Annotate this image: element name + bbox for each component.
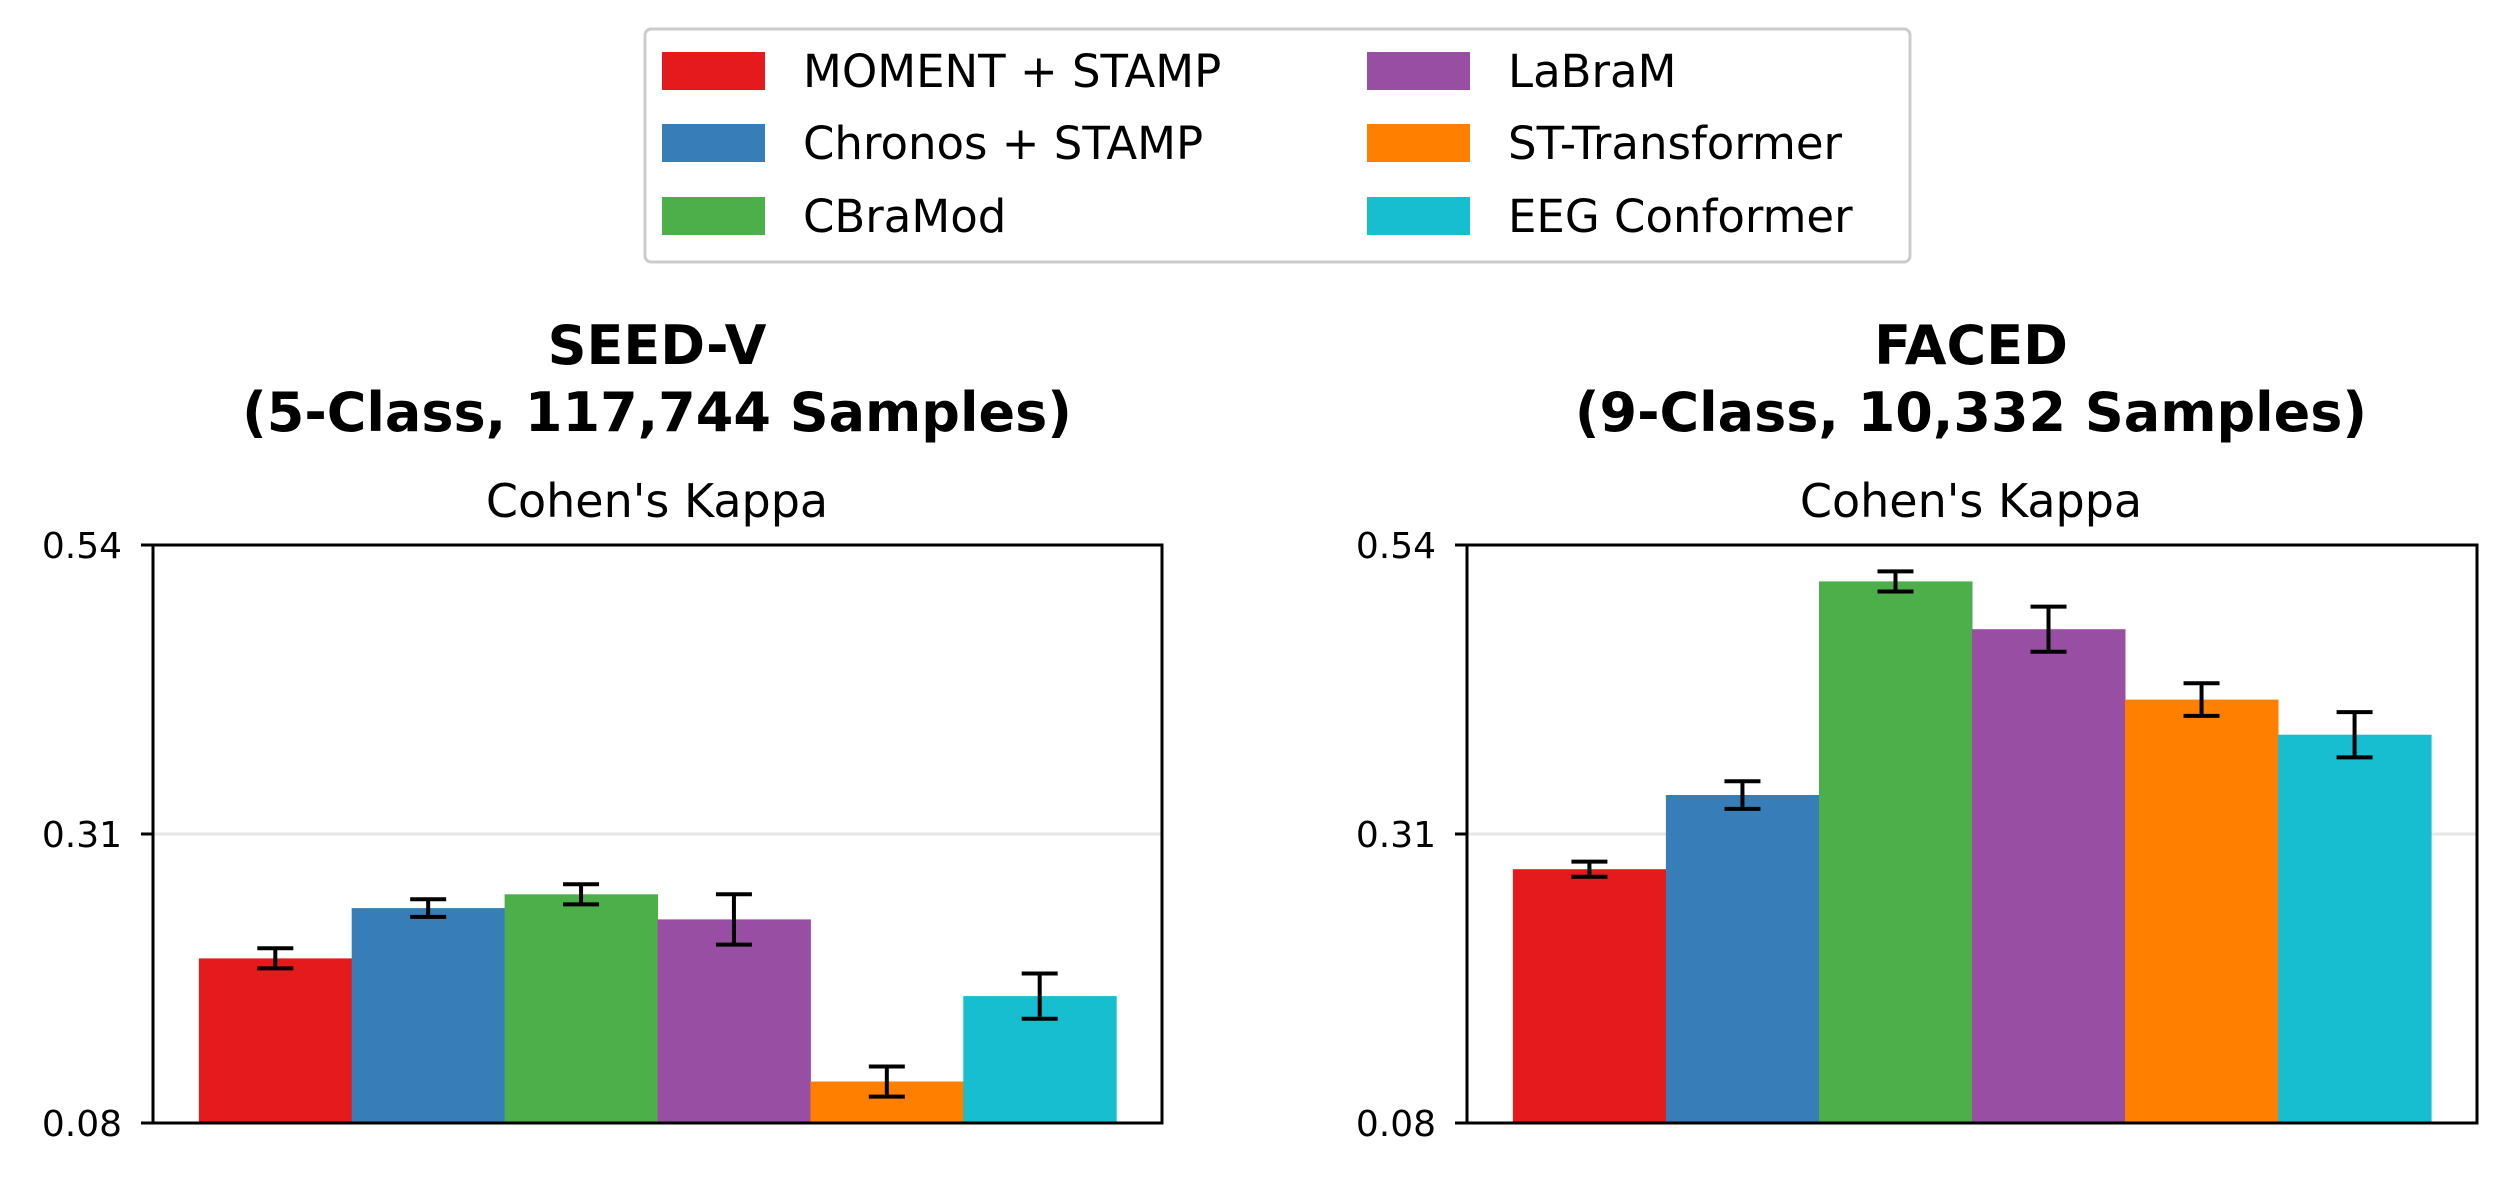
legend-swatch-eeg-conformer: [1367, 197, 1470, 235]
legend-label-chronos-stamp: Chronos + STAMP: [803, 117, 1203, 170]
error-bar-seed-v-labram: [715, 892, 752, 947]
legend-swatch-st-transformer: [1367, 124, 1470, 162]
bars-faced: [1512, 569, 2432, 1123]
error-bar-faced-st-transformer: [2183, 681, 2220, 718]
ytick-label-faced-bottom: 0.08: [1356, 1104, 1436, 1145]
error-bar-seed-v-moment-stamp: [257, 946, 294, 971]
legend-label-labram: LaBraM: [1508, 45, 1676, 98]
error-bar-seed-v-cbramod: [563, 882, 600, 907]
chart-ylabel-faced: Cohen's Kappa: [1800, 474, 2142, 528]
legend-label-eeg-conformer: EEG Conformer: [1508, 190, 1853, 243]
legend-label-st-transformer: ST-Transformer: [1508, 117, 1843, 170]
chart-title-faced: FACED: [1874, 314, 2068, 377]
legend-swatch-moment-stamp: [662, 52, 765, 90]
legend-frame: [643, 27, 1912, 264]
bar-faced-cbramod: [1819, 581, 1973, 1123]
bar-faced-eeg-conformer: [2278, 734, 2432, 1123]
error-bar-seed-v-st-transformer: [868, 1064, 905, 1099]
error-bar-faced-labram: [2030, 604, 2067, 654]
chart-ylabel-seed-v: Cohen's Kappa: [486, 474, 828, 528]
chart-faced: FACED (9-Class, 10,332 Samples) Cohen's …: [1356, 314, 2479, 1145]
error-bar-faced-cbramod: [1877, 569, 1914, 594]
bar-faced-moment-stamp: [1512, 869, 1667, 1123]
bar-seed-v-cbramod: [504, 894, 658, 1123]
legend: MOMENT + STAMP Chronos + STAMP CBraMod L…: [643, 27, 1912, 264]
chart-subtitle-faced: (9-Class, 10,332 Samples): [1575, 381, 2367, 444]
legend-swatch-cbramod: [662, 197, 765, 235]
bar-seed-v-chronos-stamp: [351, 908, 506, 1123]
bar-faced-chronos-stamp: [1665, 795, 1820, 1123]
legend-swatch-labram: [1367, 52, 1470, 90]
error-bar-faced-chronos-stamp: [1724, 779, 1761, 811]
ytick-label-seed-v-mid: 0.31: [42, 815, 122, 856]
chart-title-seed-v: SEED-V: [548, 314, 767, 377]
error-bar-seed-v-eeg-conformer: [1021, 971, 1058, 1021]
chart-seed-v: SEED-V (5-Class, 117,744 Samples) Cohen'…: [42, 314, 1164, 1145]
bar-faced-labram: [1972, 629, 2126, 1123]
legend-label-moment-stamp: MOMENT + STAMP: [803, 45, 1221, 98]
legend-label-cbramod: CBraMod: [803, 190, 1006, 243]
chart-subtitle-seed-v: (5-Class, 117,744 Samples): [242, 381, 1072, 444]
ytick-label-faced-top: 0.54: [1356, 526, 1436, 567]
ytick-label-seed-v-top: 0.54: [42, 526, 122, 567]
legend-swatch-chronos-stamp: [662, 124, 765, 162]
ytick-label-seed-v-bottom: 0.08: [42, 1104, 122, 1145]
bar-faced-st-transformer: [2125, 699, 2279, 1123]
error-bar-faced-eeg-conformer: [2336, 710, 2373, 760]
bar-seed-v-moment-stamp: [198, 958, 353, 1123]
bars-seed-v: [198, 882, 1117, 1123]
ytick-label-faced-mid: 0.31: [1356, 815, 1436, 856]
error-bar-seed-v-chronos-stamp: [410, 897, 447, 919]
error-bar-faced-moment-stamp: [1571, 859, 1608, 879]
bar-seed-v-labram: [657, 919, 811, 1123]
